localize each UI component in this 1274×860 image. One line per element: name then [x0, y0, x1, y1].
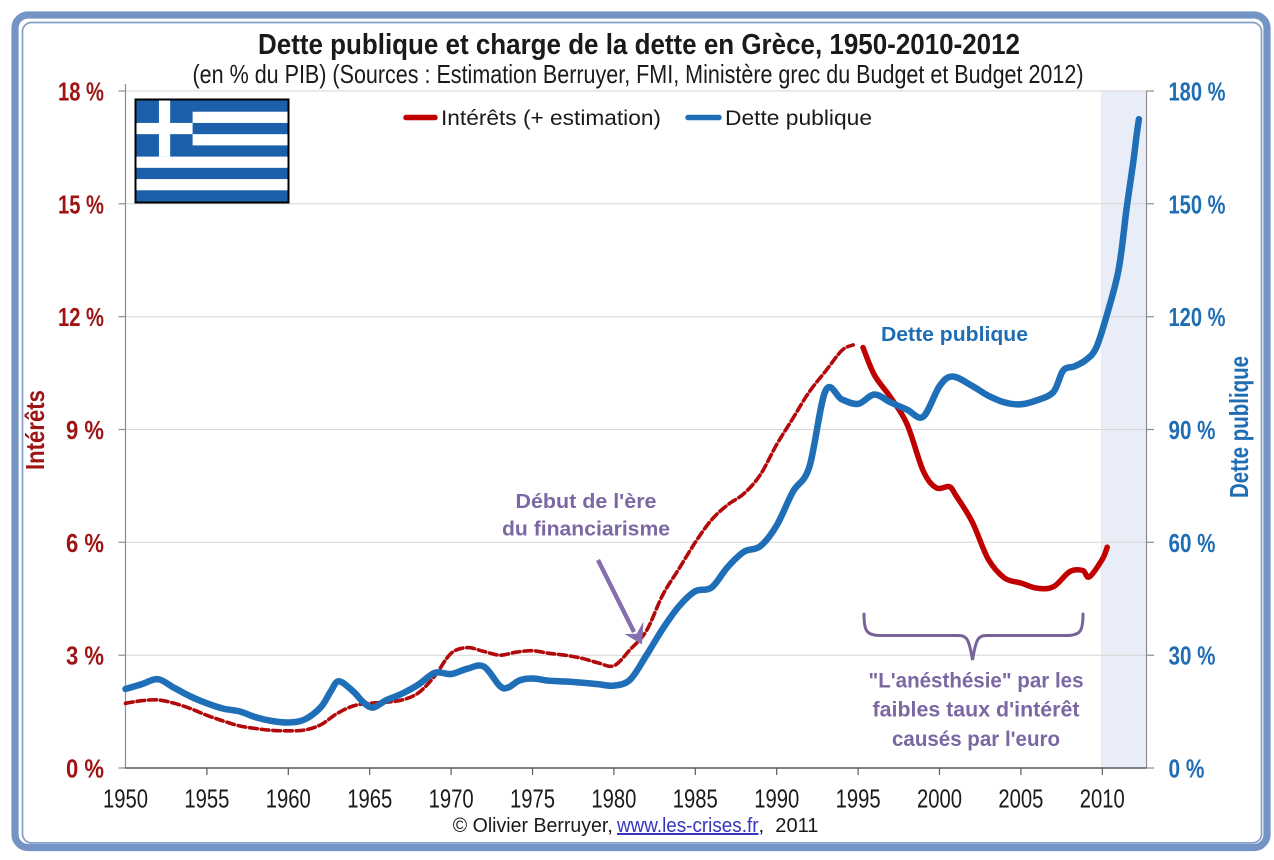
- svg-text:2000: 2000: [917, 784, 962, 814]
- svg-text:3 %: 3 %: [66, 641, 104, 671]
- svg-text:1985: 1985: [673, 784, 718, 814]
- svg-text:1960: 1960: [266, 784, 311, 814]
- svg-text:0 %: 0 %: [66, 754, 104, 784]
- svg-text:www.les-crises.fr: www.les-crises.fr: [616, 815, 759, 837]
- svg-text:30 %: 30 %: [1169, 641, 1216, 671]
- svg-text:Dette publique et charge de la: Dette publique et charge de la dette en …: [258, 29, 1020, 61]
- svg-text:Dette publique: Dette publique: [881, 324, 1028, 346]
- svg-text:150 %: 150 %: [1169, 189, 1226, 219]
- svg-text:© Olivier Berruyer,: © Olivier Berruyer,: [453, 815, 613, 837]
- svg-text:1970: 1970: [429, 784, 474, 814]
- svg-text:9 %: 9 %: [66, 415, 104, 445]
- svg-text:Dette publique: Dette publique: [1224, 356, 1254, 498]
- svg-text:1950: 1950: [103, 784, 148, 814]
- svg-text:2010: 2010: [1080, 784, 1125, 814]
- svg-text:(en % du PIB) (Sources : Estim: (en % du PIB) (Sources : Estimation Berr…: [193, 59, 1084, 89]
- svg-text:18 %: 18 %: [58, 77, 104, 107]
- svg-text:0 %: 0 %: [1169, 754, 1205, 784]
- svg-text:Début de l'ère: Début de l'ère: [516, 491, 657, 513]
- svg-text:"L'anésthésie" par les: "L'anésthésie" par les: [869, 668, 1084, 692]
- svg-text:15 %: 15 %: [58, 189, 104, 219]
- svg-text:12 %: 12 %: [58, 302, 104, 332]
- svg-text:1965: 1965: [347, 784, 392, 814]
- svg-text:6 %: 6 %: [66, 528, 104, 558]
- svg-text:causés par l'euro: causés par l'euro: [892, 727, 1060, 751]
- svg-text:1975: 1975: [510, 784, 555, 814]
- svg-text:2005: 2005: [998, 784, 1043, 814]
- svg-text:du financiarisme: du financiarisme: [502, 519, 670, 541]
- svg-text:faibles taux d'intérêt: faibles taux d'intérêt: [873, 698, 1080, 722]
- svg-text:, 2011: , 2011: [759, 815, 819, 837]
- svg-text:Dette publique: Dette publique: [725, 107, 872, 130]
- svg-text:60 %: 60 %: [1169, 528, 1216, 558]
- svg-text:1980: 1980: [591, 784, 636, 814]
- svg-text:1990: 1990: [754, 784, 799, 814]
- svg-text:1995: 1995: [836, 784, 881, 814]
- svg-text:1955: 1955: [184, 784, 229, 814]
- svg-text:90 %: 90 %: [1169, 415, 1216, 445]
- svg-text:120 %: 120 %: [1169, 302, 1226, 332]
- svg-text:180 %: 180 %: [1169, 77, 1226, 107]
- svg-text:Intérêts: Intérêts: [20, 390, 50, 470]
- svg-text:Intérêts (+ estimation): Intérêts (+ estimation): [441, 107, 661, 130]
